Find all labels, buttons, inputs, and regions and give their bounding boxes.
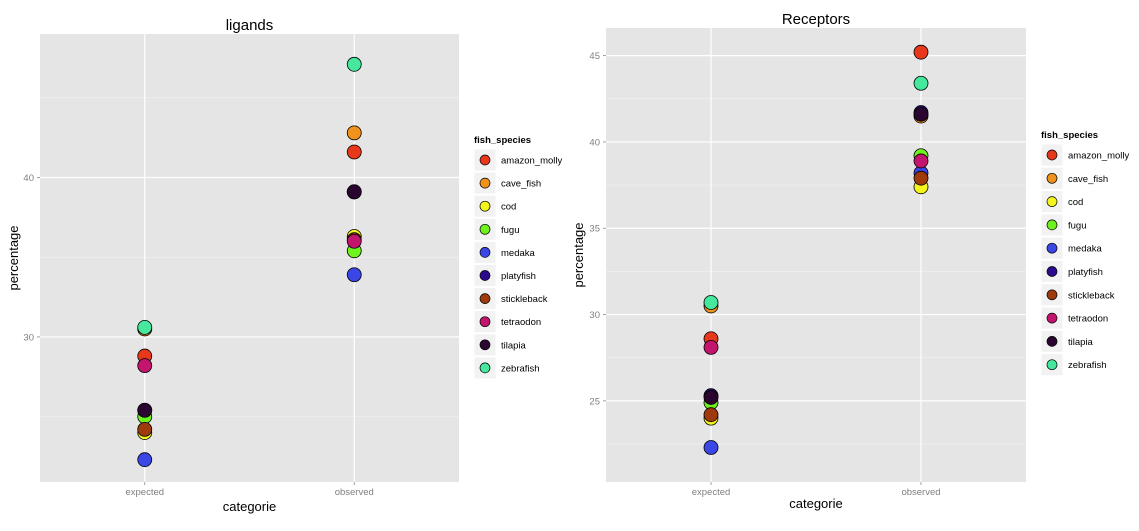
legend-swatch-fugu bbox=[1046, 219, 1058, 231]
legend-swatch-platyfish bbox=[479, 270, 491, 281]
legend-title: fish_species bbox=[474, 135, 531, 146]
x-tick-label: observed bbox=[335, 487, 374, 498]
legend-swatch-zebrafish bbox=[479, 362, 491, 374]
legend-label-amazon_molly: amazon_molly bbox=[1068, 151, 1129, 162]
legend-swatch-cod bbox=[1046, 196, 1058, 207]
legend-label-stickleback: stickleback bbox=[1068, 290, 1115, 301]
legend-swatch-tetraodon bbox=[479, 316, 491, 328]
data-point-tilapia-expected bbox=[137, 402, 153, 418]
data-point-stickleback-expected bbox=[703, 407, 719, 423]
legend-label-platyfish: platyfish bbox=[1068, 267, 1103, 278]
legend-swatch-platyfish bbox=[1046, 266, 1058, 277]
legend-label-tilapia: tilapia bbox=[1068, 337, 1094, 348]
data-point-tetraodon-observed bbox=[346, 233, 362, 249]
legend-label-medaka: medaka bbox=[501, 248, 536, 259]
legend-label-cave_fish: cave_fish bbox=[501, 179, 541, 190]
plot-background bbox=[40, 34, 459, 482]
chart-title: Receptors bbox=[782, 11, 850, 28]
legend-swatch-tetraodon bbox=[1046, 312, 1058, 324]
legend-label-tetraodon: tetraodon bbox=[501, 317, 541, 328]
data-point-tetraodon-observed bbox=[913, 153, 929, 169]
data-point-tetraodon-expected bbox=[703, 339, 719, 355]
data-point-medaka-observed bbox=[346, 267, 362, 283]
legend-label-fugu: fugu bbox=[501, 225, 520, 236]
legend-label-tilapia: tilapia bbox=[501, 340, 527, 351]
x-tick-label: expected bbox=[692, 487, 731, 498]
legend-swatch-zebrafish bbox=[1046, 359, 1058, 371]
x-tick-label: observed bbox=[901, 487, 940, 498]
legend-label-zebrafish: zebrafish bbox=[501, 363, 540, 374]
data-point-tilapia-observed bbox=[913, 106, 929, 122]
y-axis-label: percentage bbox=[571, 222, 586, 287]
y-tick-label: 45 bbox=[589, 51, 600, 62]
data-point-amazon_molly-observed bbox=[913, 44, 929, 60]
data-point-stickleback-expected bbox=[137, 421, 153, 437]
data-point-tilapia-expected bbox=[703, 390, 719, 405]
data-point-amazon_molly-observed bbox=[346, 144, 362, 160]
y-tick-label: 30 bbox=[589, 310, 600, 321]
legend-label-fugu: fugu bbox=[1068, 220, 1087, 231]
legend-swatch-cod bbox=[479, 200, 491, 212]
legend-swatch-medaka bbox=[1046, 242, 1058, 254]
chart-panel-2: 25 30 35 40 45 expected observed Receptors categ… bbox=[571, 11, 1129, 511]
y-tick-label: 40 bbox=[589, 137, 600, 148]
legend-label-amazon_molly: amazon_molly bbox=[501, 156, 562, 167]
chart-panel-1: 30 40 expected observed ligands categorie perc… bbox=[6, 17, 562, 514]
legend-swatch-fugu bbox=[479, 223, 491, 235]
data-point-zebrafish-expected bbox=[703, 295, 719, 310]
data-point-cave_fish-observed bbox=[346, 125, 362, 141]
legend-swatch-tilapia bbox=[1046, 336, 1058, 347]
legend-label-cave_fish: cave_fish bbox=[1068, 174, 1108, 185]
x-axis-label: categorie bbox=[789, 496, 842, 511]
data-point-zebrafish-expected bbox=[137, 319, 153, 335]
legend-label-zebrafish: zebrafish bbox=[1068, 360, 1107, 371]
y-tick-label: 40 bbox=[23, 173, 34, 184]
data-point-medaka-expected bbox=[703, 440, 719, 455]
legend-title: fish_species bbox=[1041, 130, 1098, 141]
legend-label-tetraodon: tetraodon bbox=[1068, 314, 1108, 325]
legend-swatch-amazon_molly bbox=[1046, 149, 1058, 161]
data-point-zebrafish-observed bbox=[346, 56, 362, 72]
data-point-stickleback-observed bbox=[913, 170, 929, 186]
x-tick-label: expected bbox=[125, 487, 164, 498]
legend-label-cod: cod bbox=[1068, 197, 1083, 208]
legend-swatch-stickleback bbox=[1046, 289, 1058, 301]
legend-swatch-stickleback bbox=[479, 293, 491, 304]
legend-swatch-medaka bbox=[479, 247, 491, 258]
legend-swatch-cave_fish bbox=[479, 177, 491, 189]
legend-label-cod: cod bbox=[501, 202, 516, 213]
y-axis-label: percentage bbox=[6, 225, 21, 290]
y-tick-label: 30 bbox=[23, 332, 34, 343]
legend-swatch-amazon_molly bbox=[479, 154, 491, 166]
chart-title: ligands bbox=[226, 17, 274, 34]
x-axis-label: categorie bbox=[223, 499, 276, 514]
legend-swatch-cave_fish bbox=[1046, 172, 1058, 184]
legend-label-medaka: medaka bbox=[1068, 244, 1103, 255]
legend-label-platyfish: platyfish bbox=[501, 271, 536, 282]
legend-swatch-tilapia bbox=[479, 339, 491, 351]
y-tick-label: 25 bbox=[589, 396, 600, 407]
data-point-medaka-expected bbox=[137, 452, 153, 468]
data-point-tilapia-observed bbox=[346, 184, 362, 200]
legend-label-stickleback: stickleback bbox=[501, 294, 548, 305]
plot-background bbox=[606, 28, 1026, 482]
data-point-zebrafish-observed bbox=[913, 75, 929, 91]
data-point-tetraodon-expected bbox=[137, 358, 153, 374]
y-tick-label: 35 bbox=[589, 224, 600, 235]
